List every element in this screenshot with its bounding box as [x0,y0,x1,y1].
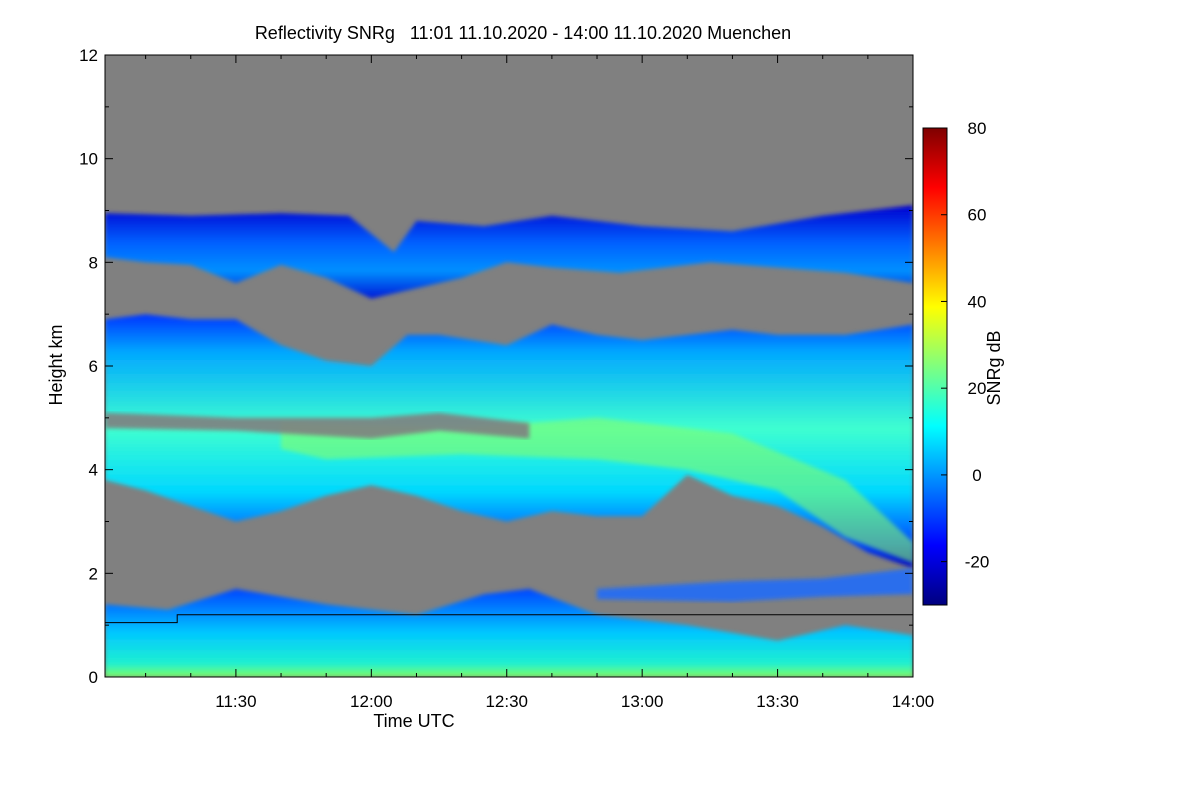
echo-gap [105,412,530,439]
echo-core-high-snr [281,417,913,563]
y-tick-label: 6 [89,357,98,376]
y-tick-label: 0 [89,668,98,687]
colorbar-tick-label: 80 [968,119,987,138]
echo-layer-high [105,205,913,299]
chart-title: Reflectivity SNRg 11:01 11.10.2020 - 14:… [255,23,791,43]
y-tick-label: 8 [89,253,98,272]
colorbar-tick-label: 0 [972,466,981,485]
colorbar-tick-label: 40 [968,292,987,311]
y-tick-label: 2 [89,564,98,583]
echo-layer-low [105,588,913,677]
echo-layer-elevated [597,568,913,602]
boundary-layer-line [105,614,913,624]
y-tick-label: 4 [89,461,98,480]
colorbar-tick-label: -20 [965,553,990,572]
y-tick-label: 10 [79,150,98,169]
x-tick-label: 12:30 [485,692,528,711]
y-axis-title: Height km [46,324,66,405]
x-axis-title: Time UTC [373,711,454,731]
x-tick-label: 14:00 [892,692,935,711]
y-tick-label: 12 [79,46,98,65]
plot-area [105,205,913,677]
x-tick-label: 12:00 [350,692,393,711]
colorbar-tick-label: 20 [968,379,987,398]
colorbar [922,127,948,606]
x-tick-label: 13:30 [756,692,799,711]
x-tick-label: 13:00 [621,692,664,711]
x-tick-label: 11:30 [215,692,256,711]
colorbar-title: SNRg dB [984,330,1004,405]
colorbar-tick-label: 60 [968,206,987,225]
